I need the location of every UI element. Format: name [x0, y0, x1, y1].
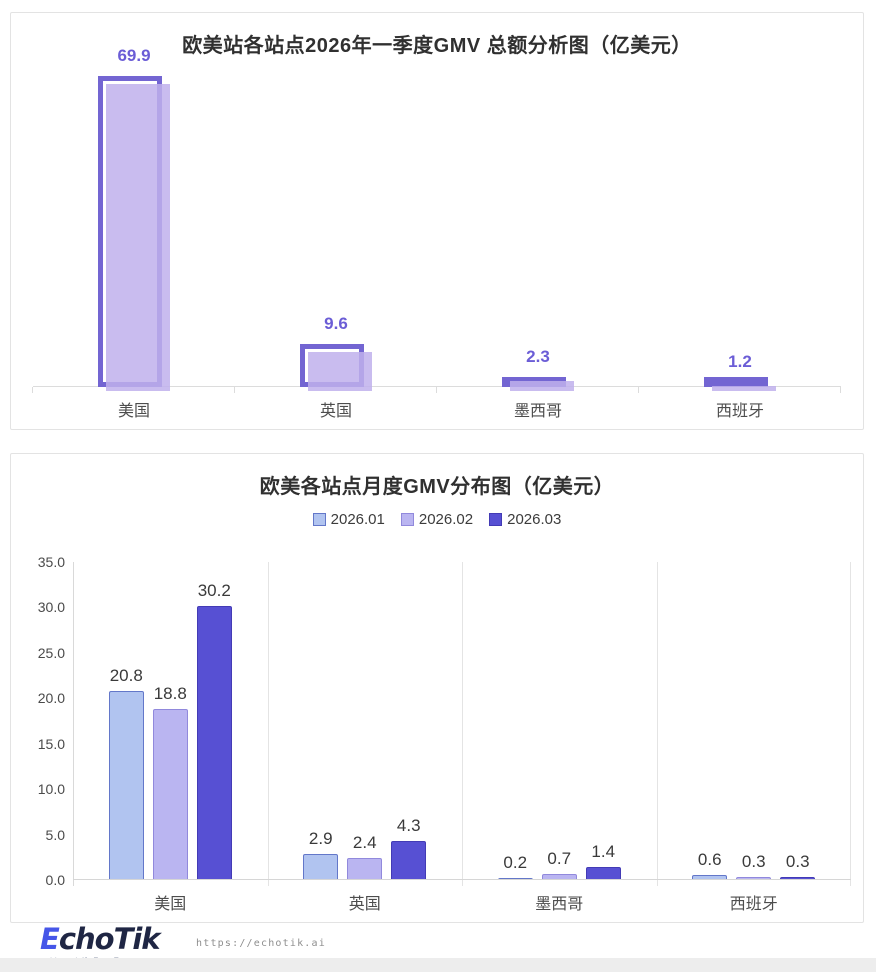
chart2-ytick-label: 35.0: [37, 554, 65, 570]
chart1-bar[interactable]: [712, 386, 776, 391]
chart2-value-label: 1.4: [591, 842, 616, 861]
chart1-axis-tick: [234, 387, 235, 393]
chart2-value-label: 2.4: [352, 833, 377, 852]
chart2-value-label: 0.6: [697, 850, 722, 869]
bottom-strip: [0, 958, 876, 972]
chart2-gridline: [267, 562, 269, 886]
chart2-value-label: 0.3: [741, 852, 766, 871]
monthly-gmv-chart-card: 欧美各站点月度GMV分布图（亿美元） 2026.01 2026.02 2026.03…: [10, 453, 864, 923]
chart1-value-label: 69.9: [117, 46, 151, 65]
chart2-ytick-label: 0.0: [45, 872, 65, 888]
chart1-axis-tick: [436, 387, 437, 393]
chart2-bar[interactable]: [108, 691, 144, 880]
chart2-value-label: 20.8: [109, 666, 143, 685]
legend-item[interactable]: 2026.03: [489, 511, 561, 528]
chart1-category-label: 西班牙: [715, 403, 764, 420]
chart2-category-label: 西班牙: [729, 896, 778, 913]
chart2-bar[interactable]: [196, 606, 232, 880]
chart1-axis-tick: [638, 387, 639, 393]
chart2-value-label: 0.7: [547, 849, 572, 868]
chart1-x-axis: [33, 386, 841, 387]
quarterly-gmv-chart-card: 欧美站各站点2026年一季度GMV 总额分析图（亿美元） 69.9 美国 9.6 英国…: [10, 12, 864, 430]
chart1-category-label: 墨西哥: [513, 403, 562, 420]
chart1-bar-frame[interactable]: [704, 377, 768, 387]
chart1-value-label: 1.2: [728, 352, 752, 371]
chart2-ytick-label: 5.0: [45, 826, 65, 843]
chart2-title: 欧美各站点月度GMV分布图（亿美元）: [259, 476, 615, 498]
brand-logo: EchoTik TikTok选品工具: [40, 922, 161, 966]
chart2-ytick-label: 30.0: [37, 599, 65, 616]
chart2-legend: 2026.01 2026.02 2026.03: [11, 511, 863, 528]
chart2-value-label: 0.2: [503, 853, 528, 872]
chart1-axis-tick: [840, 387, 841, 393]
chart1-bar[interactable]: [106, 84, 170, 391]
legend-label: 2026.03: [507, 511, 562, 528]
chart2-ytick-label: 15.0: [37, 735, 65, 752]
chart1-title: 欧美站各站点2026年一季度GMV 总额分析图（亿美元）: [182, 35, 692, 57]
chart2-value-label: 2.9: [308, 829, 333, 848]
chart1-axis-tick: [32, 387, 33, 393]
chart1-category-label: 美国: [117, 403, 150, 420]
chart2-ytick-label: 10.0: [37, 781, 65, 798]
chart1-value-label: 2.3: [526, 347, 550, 366]
brand-name: EchoTik: [40, 922, 161, 956]
chart2-y-axis: 35.0 30.0 25.0 20.0 15.0 10.0 5.0 0.0: [21, 554, 65, 888]
chart1-category-label: 英国: [319, 403, 352, 420]
legend-swatch: [400, 513, 414, 526]
chart2-value-label: 30.2: [197, 581, 231, 600]
legend-label: 2026.02: [418, 511, 474, 528]
chart2-gridline: [462, 562, 463, 886]
chart2-gridline: [850, 562, 851, 886]
chart2-value-label: 0.3: [785, 852, 810, 871]
chart2-x-axis: [73, 879, 851, 880]
chart2-value-label: 4.3: [396, 816, 421, 835]
footer-url: https://echotik.ai: [196, 938, 326, 949]
chart2-ytick-label: 20.0: [37, 690, 65, 707]
chart1-value-label: 9.6: [324, 314, 348, 333]
chart1-bar[interactable]: [510, 381, 574, 391]
chart2-bar[interactable]: [303, 854, 339, 880]
chart2-category-label: 英国: [348, 896, 381, 913]
chart1-bar[interactable]: [308, 352, 372, 391]
chart2-category-label: 美国: [154, 896, 187, 913]
chart2-gridline: [73, 562, 74, 886]
brand-name-rest: choTik: [58, 922, 161, 956]
legend-swatch: [312, 513, 326, 526]
legend-label: 2026.01: [330, 511, 385, 528]
chart2-ytick-label: 25.0: [37, 644, 65, 661]
chart2-plot-area: 20.8 18.8 30.2 美国 2.9 2.4 4.3 英国 0.2 0.7 1.4 墨西哥 0.6…: [73, 562, 851, 913]
chart2-bar[interactable]: [347, 858, 383, 880]
brand-mark: E: [40, 922, 60, 956]
legend-swatch: [489, 513, 503, 526]
chart2-bar[interactable]: [391, 841, 427, 880]
chart2-category-label: 墨西哥: [535, 896, 584, 913]
chart2-bar[interactable]: [152, 709, 188, 880]
chart1-plot-area: 69.9 美国 9.6 英国 2.3 墨西哥 1.2 西班牙: [32, 46, 841, 420]
legend-item[interactable]: 2026.01: [312, 511, 385, 528]
chart2-value-label: 18.8: [153, 684, 187, 703]
chart2-gridline: [656, 562, 658, 886]
legend-item[interactable]: 2026.02: [400, 511, 474, 528]
